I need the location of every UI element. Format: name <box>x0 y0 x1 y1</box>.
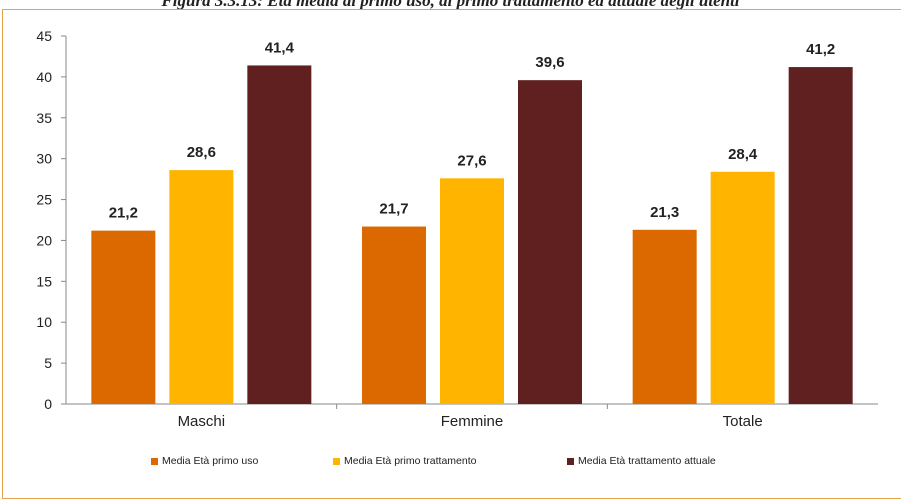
chart-legend: Media Età primo uso Media Età primo trat… <box>0 455 901 471</box>
legend-item-primo-uso: Media Età primo uso <box>151 455 258 467</box>
y-tick-label: 20 <box>36 232 52 248</box>
bar-2-0 <box>632 229 697 404</box>
bar-2-2 <box>788 67 853 404</box>
legend-swatch <box>567 457 574 465</box>
legend-item-primo-trattamento: Media Età primo trattamento <box>333 455 476 467</box>
bar-1-2 <box>518 80 582 404</box>
category-label: Femmine <box>441 413 504 430</box>
data-label: 21,3 <box>650 204 679 221</box>
legend-item-trattamento-attuale: Media Età trattamento attuale <box>567 455 716 467</box>
y-tick-label: 25 <box>36 192 52 208</box>
data-label: 28,6 <box>187 144 216 161</box>
legend-swatch <box>151 457 158 465</box>
bar-1-0 <box>362 226 426 404</box>
legend-swatch <box>333 457 340 465</box>
data-label: 28,4 <box>728 146 758 163</box>
data-label: 27,6 <box>457 152 486 169</box>
bar-0-0 <box>91 230 156 404</box>
bar-2-1 <box>710 171 775 404</box>
y-tick-label: 10 <box>36 314 52 330</box>
y-tick-label: 35 <box>36 110 52 126</box>
data-label: 41,4 <box>265 39 295 56</box>
bar-0-1 <box>169 170 234 404</box>
y-tick-label: 30 <box>36 151 52 167</box>
bar-0-2 <box>247 65 312 404</box>
legend-label: Media Età trattamento attuale <box>578 455 716 467</box>
y-tick-label: 0 <box>44 396 52 412</box>
data-label: 21,7 <box>379 201 408 218</box>
legend-label: Media Età primo trattamento <box>344 455 477 467</box>
bar-chart: 0 5 10 15 20 25 30 35 40 45 Maschi 21,2 28,6 41,4 Femm… <box>36 28 878 430</box>
bar-1-1 <box>440 178 504 404</box>
data-label: 41,2 <box>806 41 835 58</box>
category-label: Maschi <box>178 413 226 430</box>
y-tick-label: 5 <box>44 355 52 371</box>
y-tick-label: 45 <box>36 28 52 44</box>
legend-label: Media Età primo uso <box>162 455 259 467</box>
data-label: 39,6 <box>535 54 564 71</box>
y-tick-label: 40 <box>36 69 52 85</box>
data-label: 21,2 <box>109 205 138 222</box>
category-label: Totale <box>723 413 763 430</box>
y-tick-label: 15 <box>36 273 52 289</box>
figure-caption: Figura 3.3.13: Età media al primo uso, a… <box>161 0 740 10</box>
